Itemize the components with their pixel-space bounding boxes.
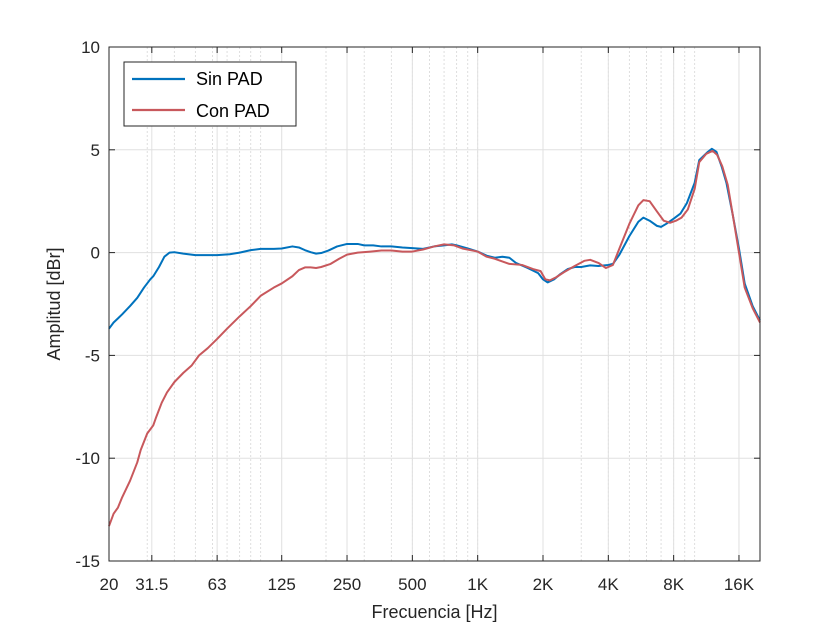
y-axis-title: Amplitud [dBr] [44, 247, 64, 360]
series-line-con-pad [108, 149, 761, 527]
y-tick-label: 0 [91, 244, 100, 263]
grid-lines [108, 46, 760, 562]
legend-label-sin-pad: Sin PAD [196, 69, 263, 89]
x-tick-label: 1K [467, 575, 488, 594]
plot-frame [108, 46, 761, 562]
x-tick-label: 16K [724, 575, 755, 594]
data-series [108, 147, 761, 527]
y-tick-label: -15 [75, 552, 100, 571]
y-tick-label: -10 [75, 449, 100, 468]
axis-ticks: 20 31.5 63 125 250 500 1K 2K 4K 8K 16K 10 5 0 -5 -10 -15 [75, 38, 760, 594]
y-tick-label: -5 [85, 346, 100, 365]
y-tick-label: 10 [81, 38, 100, 57]
x-tick-label: 20 [100, 575, 119, 594]
x-tick-label: 8K [663, 575, 684, 594]
y-tick-label: 5 [91, 141, 100, 160]
legend-label-con-pad: Con PAD [196, 101, 270, 121]
x-axis-title: Frecuencia [Hz] [371, 602, 497, 622]
legend-box [123, 61, 297, 127]
x-tick-label: 2K [533, 575, 554, 594]
x-tick-label: 4K [598, 575, 619, 594]
x-tick-label: 63 [208, 575, 227, 594]
x-tick-label: 31.5 [135, 575, 168, 594]
x-tick-label: 500 [398, 575, 426, 594]
legend: Sin PAD Con PAD [123, 61, 297, 127]
x-tick-label: 250 [333, 575, 361, 594]
x-tick-label: 125 [268, 575, 296, 594]
